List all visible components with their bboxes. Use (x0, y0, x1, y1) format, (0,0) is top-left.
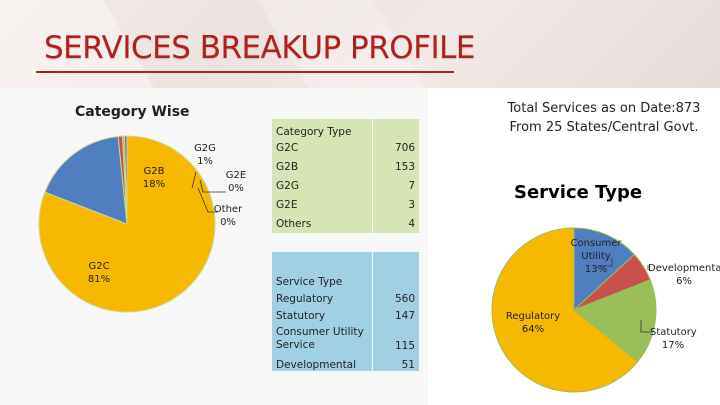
service-table-header: Service Type (276, 276, 343, 288)
leader-other (197, 187, 218, 213)
slide-title: SERVICES BREAKUP PROFILE (44, 30, 476, 66)
service-slice-consumer-utility (573, 227, 636, 312)
leader-statutory (640, 320, 652, 333)
table-row: Statutory 147 (272, 305, 419, 322)
leader-g2e (199, 179, 226, 193)
category-slice-other (123, 135, 128, 225)
table-row: Service Type (272, 252, 419, 288)
category-table: Category Type G2C 706 G2B 153 G2G 7 G2E 3 Ot… (272, 119, 419, 233)
service-table: Service Type Regulatory 560 Statutory 147 … (272, 252, 419, 371)
service-slice-regulatory (491, 227, 639, 393)
category-table-header: Category Type (276, 126, 352, 138)
table-row: G2G 7 (272, 176, 419, 195)
table-row: G2C 706 (272, 138, 419, 157)
label-g2e: G2E 0% (225, 170, 247, 194)
total-line-1: Total Services as on Date:873 (507, 101, 701, 116)
category-heading: Category Wise (75, 104, 190, 120)
label-g2g: G2G 1% (194, 143, 216, 167)
service-pie (491, 227, 657, 393)
table-row: Others 4 (272, 214, 419, 233)
label-consumer-utility: Consumer Utility 13% (570, 238, 622, 275)
table-row: G2B 153 (272, 157, 419, 176)
table-row: Regulatory 560 (272, 288, 419, 305)
table-row: G2E 3 (272, 195, 419, 214)
service-type-heading: Service Type (514, 182, 643, 203)
leader-g2g (191, 171, 197, 189)
label-regulatory: Regulatory 64% (505, 311, 561, 335)
title-underline (36, 71, 454, 73)
label-statutory: Statutory 17% (650, 327, 697, 351)
category-pie (38, 135, 216, 313)
label-other: Other 0% (213, 204, 243, 228)
leader-consumer (600, 258, 613, 267)
table-row: Consumer Utility Service 115 (272, 322, 419, 352)
label-g2b: G2B 18% (142, 166, 166, 190)
label-developmental: Developmental 6% (648, 263, 720, 287)
total-line-2: From 25 States/Central Govt. (509, 120, 699, 135)
category-slice-g2b (44, 135, 128, 225)
table-row: Developmental 51 (272, 352, 419, 371)
total-services: Total Services as on Date:873 From 25 St… (488, 99, 720, 137)
service-slice-statutory (573, 279, 657, 363)
label-g2c: G2C 81% (87, 261, 111, 285)
table-row: Category Type (272, 119, 419, 138)
title-banner (0, 0, 720, 88)
